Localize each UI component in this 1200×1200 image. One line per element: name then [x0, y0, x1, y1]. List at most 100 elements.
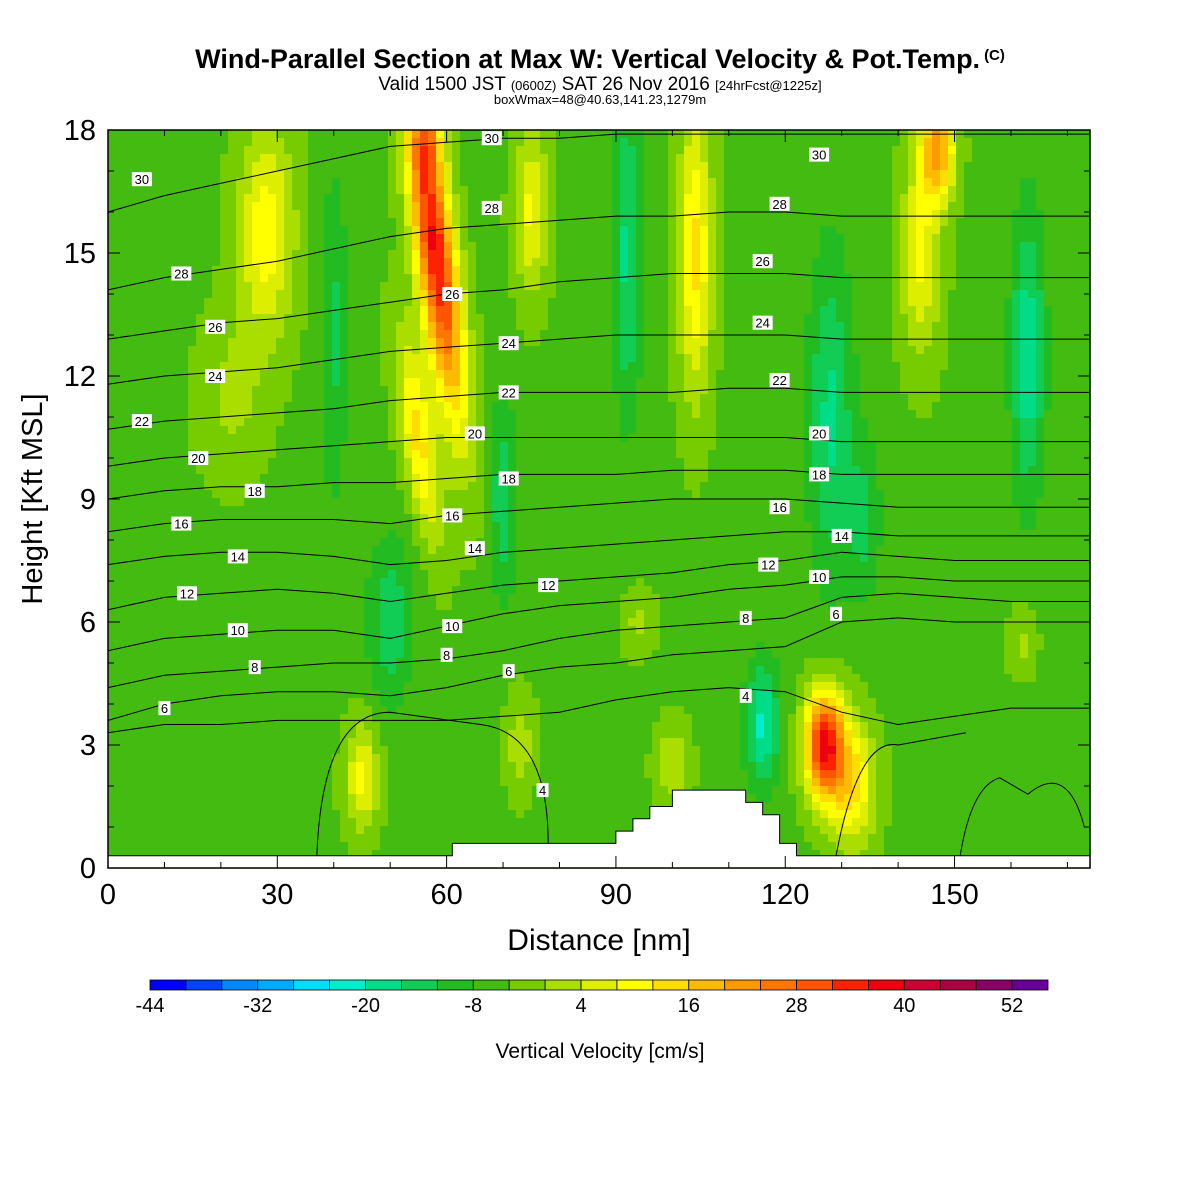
velocity-cell — [1036, 210, 1045, 219]
velocity-cell — [436, 250, 445, 259]
velocity-cell — [500, 442, 509, 451]
velocity-cell — [1044, 330, 1053, 339]
velocity-cell — [116, 314, 125, 323]
velocity-cell — [388, 266, 397, 275]
velocity-cell — [156, 146, 165, 155]
velocity-cell — [340, 194, 349, 203]
velocity-cell — [244, 266, 253, 275]
velocity-cell — [716, 226, 725, 235]
velocity-cell — [868, 138, 877, 147]
velocity-cell — [124, 410, 133, 419]
velocity-cell — [764, 290, 773, 299]
velocity-cell — [844, 282, 853, 291]
velocity-cell — [796, 402, 805, 411]
velocity-cell — [780, 210, 789, 219]
velocity-cell — [532, 162, 541, 171]
velocity-cell — [548, 394, 557, 403]
velocity-cell — [148, 346, 157, 355]
velocity-cell — [244, 402, 253, 411]
velocity-cell — [228, 194, 237, 203]
velocity-cell — [1060, 242, 1069, 251]
velocity-cell — [740, 370, 749, 379]
velocity-cell — [140, 274, 149, 283]
velocity-cell — [396, 250, 405, 259]
velocity-cell — [940, 330, 949, 339]
velocity-cell — [724, 338, 733, 347]
velocity-cell — [556, 218, 565, 227]
velocity-cell — [492, 386, 501, 395]
velocity-cell — [140, 354, 149, 363]
velocity-cell — [716, 354, 725, 363]
velocity-cell — [660, 322, 669, 331]
velocity-cell — [388, 394, 397, 403]
velocity-cell — [644, 394, 653, 403]
velocity-cell — [292, 450, 301, 459]
velocity-cell — [164, 386, 173, 395]
velocity-cell — [836, 266, 845, 275]
velocity-cell — [596, 434, 605, 443]
velocity-cell — [204, 234, 213, 243]
velocity-cell — [124, 226, 133, 235]
velocity-cell — [132, 322, 141, 331]
velocity-cell — [204, 170, 213, 179]
velocity-cell — [116, 338, 125, 347]
velocity-cell — [772, 442, 781, 451]
velocity-cell — [1084, 330, 1091, 339]
velocity-cell — [884, 218, 893, 227]
velocity-cell — [652, 202, 661, 211]
velocity-cell — [916, 402, 925, 411]
velocity-cell — [548, 274, 557, 283]
velocity-cell — [628, 386, 637, 395]
velocity-cell — [724, 418, 733, 427]
velocity-cell — [180, 250, 189, 259]
velocity-cell — [180, 162, 189, 171]
velocity-cell — [684, 242, 693, 251]
velocity-cell — [604, 250, 613, 259]
velocity-cell — [620, 242, 629, 251]
velocity-cell — [364, 154, 373, 163]
velocity-cell — [644, 426, 653, 435]
velocity-cell — [868, 282, 877, 291]
velocity-cell — [972, 434, 981, 443]
velocity-cell — [116, 130, 125, 139]
velocity-cell — [340, 426, 349, 435]
velocity-cell — [1076, 274, 1085, 283]
velocity-cell — [804, 314, 813, 323]
velocity-cell — [780, 186, 789, 195]
velocity-cell — [708, 242, 717, 251]
velocity-cell — [684, 378, 693, 387]
velocity-cell — [868, 386, 877, 395]
velocity-cell — [1028, 338, 1037, 347]
velocity-cell — [596, 186, 605, 195]
velocity-cell — [756, 354, 765, 363]
velocity-cell — [1020, 354, 1029, 363]
velocity-cell — [556, 442, 565, 451]
velocity-cell — [268, 370, 277, 379]
velocity-cell — [924, 314, 933, 323]
velocity-cell — [532, 306, 541, 315]
velocity-cell — [732, 266, 741, 275]
velocity-cell — [548, 130, 557, 139]
velocity-cell — [572, 282, 581, 291]
velocity-cell — [652, 226, 661, 235]
velocity-cell — [1004, 290, 1013, 299]
velocity-cell — [220, 282, 229, 291]
velocity-cell — [404, 330, 413, 339]
velocity-cell — [580, 258, 589, 267]
velocity-cell — [212, 154, 221, 163]
velocity-cell — [212, 354, 221, 363]
velocity-cell — [204, 242, 213, 251]
velocity-cell — [796, 338, 805, 347]
velocity-cell — [836, 370, 845, 379]
velocity-cell — [244, 146, 253, 155]
velocity-cell — [732, 386, 741, 395]
velocity-cell — [164, 290, 173, 299]
velocity-cell — [1012, 338, 1021, 347]
velocity-cell — [388, 330, 397, 339]
velocity-cell — [996, 218, 1005, 227]
velocity-cell — [420, 386, 429, 395]
velocity-cell — [924, 394, 933, 403]
velocity-cell — [460, 226, 469, 235]
velocity-cell — [388, 194, 397, 203]
velocity-cell — [452, 378, 461, 387]
